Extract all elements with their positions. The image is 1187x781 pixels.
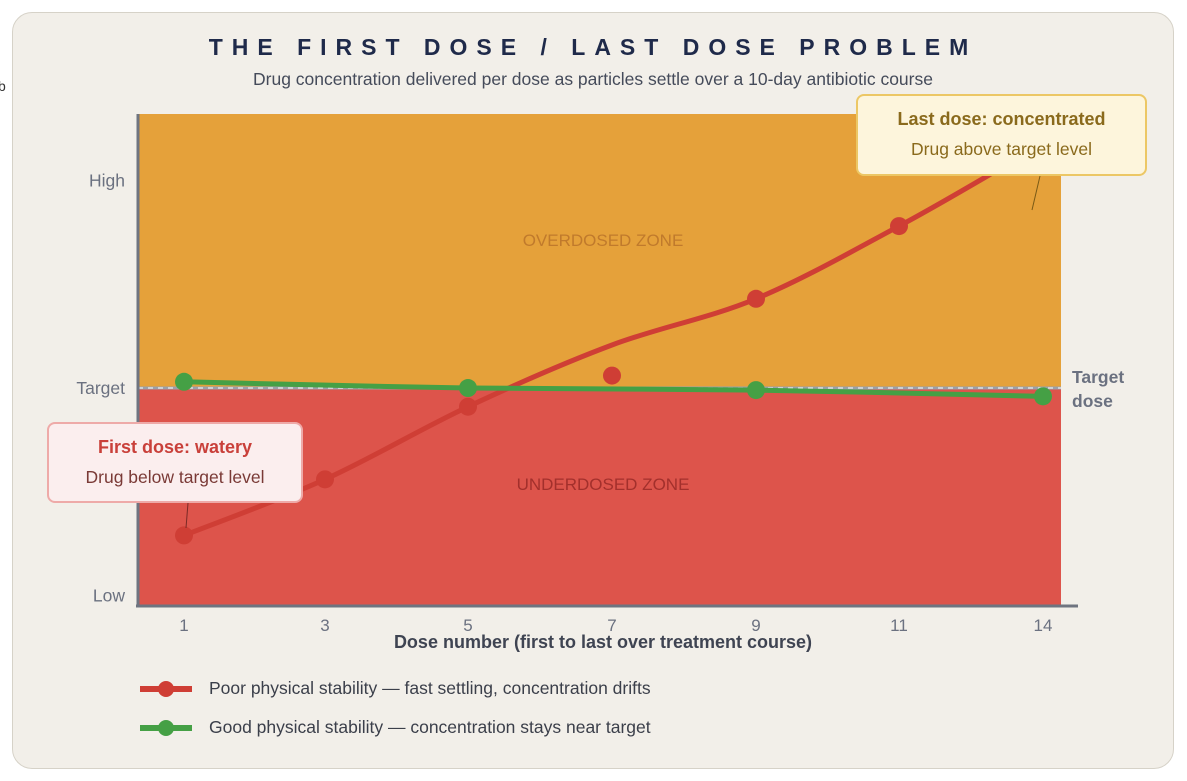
first-dose-callout-title: First dose: watery — [97, 437, 253, 457]
zone-label-underdosed: UNDERDOSED ZONE — [517, 475, 690, 494]
point-poor-stability-dose-5 — [459, 397, 477, 416]
x-tick-label-9: 9 — [751, 616, 760, 635]
chart-title: THE FIRST DOSE / LAST DOSE PROBLEM — [208, 34, 978, 60]
x-tick-label-7: 7 — [607, 616, 616, 635]
chart-subtitle: Drug concentration delivered per dose as… — [253, 69, 933, 89]
last-dose-callout-title: Last dose: concentrated — [897, 109, 1106, 129]
x-tick-label-1: 1 — [179, 616, 188, 635]
legend-swatch-poor-stability — [140, 681, 192, 697]
legend-swatch-good-stability — [140, 720, 192, 736]
edge-text-fragment: b — [0, 78, 6, 94]
last-dose-callout: Last dose: concentrated Drug above targe… — [856, 94, 1147, 176]
target-line-label-line2: dose — [1072, 391, 1113, 411]
point-good-stability-dose-1 — [175, 372, 193, 391]
point-poor-stability-dose-3 — [316, 470, 334, 489]
x-tick-label-11: 11 — [890, 616, 908, 635]
last-dose-callout-pointer — [1031, 175, 1041, 211]
point-good-stability-dose-5 — [459, 379, 477, 398]
target-line-label-line1: Target — [1072, 367, 1124, 387]
point-good-stability-dose-9 — [747, 381, 765, 400]
y-tick-label-target: Target — [76, 378, 125, 398]
zone-label-overdosed: OVERDOSED ZONE — [523, 231, 684, 250]
series-line-good-stability — [181, 379, 1046, 399]
legend-label-poor-stability: Poor physical stability — fast settling,… — [209, 678, 651, 698]
y-tick-label-low: Low — [93, 586, 125, 606]
point-poor-stability-dose-9 — [747, 289, 765, 308]
x-axis-title: Dose number (first to last over treatmen… — [394, 632, 812, 652]
x-tick-label-14: 14 — [1034, 616, 1053, 635]
x-tick-label-5: 5 — [463, 616, 472, 635]
point-good-stability-dose-14 — [1034, 387, 1052, 406]
first-dose-callout-pointer — [185, 502, 189, 529]
last-dose-callout-text: Drug above target level — [911, 139, 1092, 159]
legend-label-good-stability: Good physical stability — concentration … — [209, 717, 651, 737]
point-poor-stability-dose-7 — [603, 366, 621, 385]
x-tick-label-3: 3 — [320, 616, 329, 635]
first-dose-callout: First dose: watery Drug below target lev… — [47, 422, 303, 503]
point-poor-stability-dose-1 — [175, 526, 193, 545]
first-dose-callout-text: Drug below target level — [85, 467, 265, 487]
point-poor-stability-dose-11 — [890, 217, 908, 236]
y-tick-label-high: High — [89, 170, 125, 190]
